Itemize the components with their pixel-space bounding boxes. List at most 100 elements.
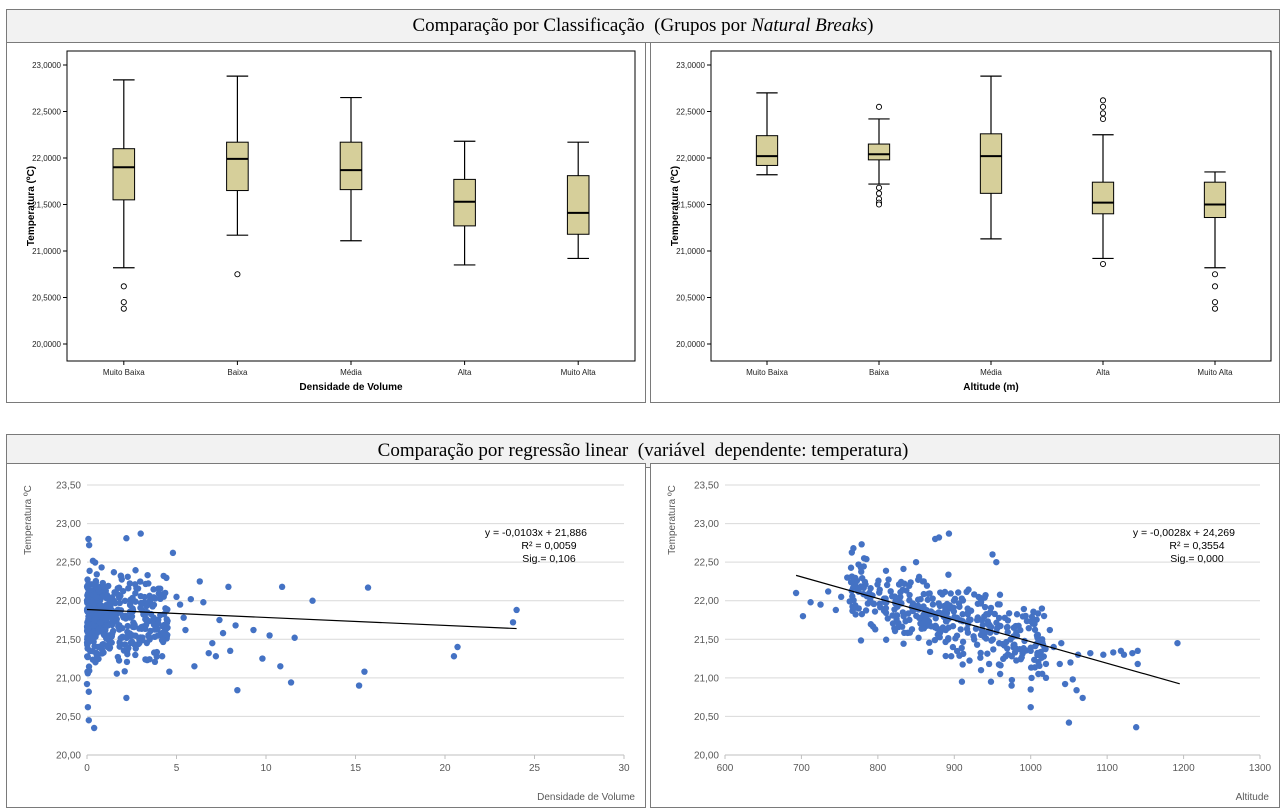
outlier-point	[1211, 271, 1219, 278]
scatter-point	[150, 586, 157, 593]
scatter-point	[996, 591, 1004, 598]
scatter-point	[86, 667, 93, 674]
scatter-point	[929, 595, 936, 602]
scatter-point	[1061, 680, 1069, 688]
scatter-density-chart: 20,00 20,50 21,00 21,50 22,00 22,50 23,00 23,50…	[23, 481, 635, 804]
scatter-point	[86, 567, 93, 575]
scatter-point	[99, 641, 106, 648]
scatter-point	[921, 619, 928, 626]
box-iqr	[979, 133, 1003, 194]
scatter-point	[945, 634, 952, 642]
scatter-point	[920, 590, 927, 598]
scatter-point	[941, 588, 949, 596]
box-iqr	[566, 175, 590, 235]
scatter-point	[955, 600, 963, 607]
scatter-point	[942, 652, 949, 660]
scatter-point	[126, 580, 134, 587]
x-tick-label: Muito Alta	[1197, 368, 1233, 377]
scatter-point	[92, 633, 99, 640]
x-tick-label: Alta	[1096, 368, 1110, 377]
scatter-point	[957, 626, 964, 633]
scatter-point	[847, 564, 855, 571]
scatter-point	[1120, 651, 1128, 658]
scatter-point	[929, 601, 937, 608]
scatter-point	[1046, 626, 1054, 634]
scatter-point	[895, 619, 902, 627]
scatter-point	[176, 601, 184, 608]
scatter-point	[858, 541, 865, 548]
scatter-point	[130, 619, 137, 626]
scatter-point	[915, 576, 922, 583]
scatter-panel-altitude: 20,00 20,50 21,00 21,50 22,00 22,50 23,00 23,50…	[650, 463, 1280, 808]
scatter-point	[1069, 676, 1076, 683]
scatter-point	[143, 616, 150, 624]
scatter-point	[940, 626, 948, 633]
scatter-point	[98, 646, 106, 654]
scatter-point	[981, 629, 988, 637]
scatter-point	[105, 582, 112, 590]
scatter-point	[1027, 664, 1035, 671]
scatter-point	[1036, 662, 1043, 670]
scatter-point	[885, 576, 892, 583]
scatter-point	[849, 593, 856, 600]
x-tick-label: 10	[260, 763, 272, 774]
scatter-point	[860, 584, 867, 592]
scatter-point	[454, 643, 461, 651]
scatter-point	[92, 593, 100, 601]
scatter-point	[92, 613, 99, 620]
outlier-point	[1211, 305, 1219, 312]
scatter-point	[891, 606, 898, 613]
scatter-point	[509, 619, 517, 626]
scatter-point	[108, 614, 115, 621]
boxplot-panel-density: 20,0000 20,5000 21,0000 21,5000 22,0000 22,50…	[6, 42, 646, 403]
scatter-point	[832, 606, 840, 614]
box-iqr	[867, 143, 891, 161]
scatter-point	[876, 600, 883, 608]
scatter-point	[1073, 687, 1080, 694]
scatter-point	[142, 621, 150, 629]
x-tick-label: Baixa	[227, 368, 248, 377]
scatter-point	[920, 578, 927, 585]
x-tick-label: 5	[174, 763, 180, 774]
scatter-point	[1132, 724, 1140, 731]
scatter-point	[119, 587, 127, 595]
scatter-point	[309, 597, 316, 604]
scatter-point	[1039, 670, 1046, 677]
scatter-point	[915, 614, 923, 622]
outlier-point	[875, 201, 883, 208]
x-tick-label: 1000	[1020, 763, 1043, 774]
y-tick-label: 22,50	[56, 558, 81, 569]
box-iqr	[226, 141, 249, 192]
outlier-point	[120, 283, 127, 290]
y-tick-label: 21,5000	[676, 201, 705, 210]
outlier-point	[1099, 110, 1107, 117]
scatter-point	[145, 631, 152, 639]
scatter-point	[792, 589, 800, 597]
scatter-point	[123, 658, 131, 666]
scatter-point	[867, 597, 874, 604]
x-tick-label: 20	[439, 763, 451, 774]
scatter-point	[132, 651, 139, 659]
scatter-point	[143, 639, 151, 647]
scatter-point	[145, 580, 152, 587]
x-tick-label: Alta	[458, 368, 472, 377]
scatter-point	[225, 583, 232, 591]
scatter-point	[882, 567, 890, 574]
scatter-point	[977, 649, 984, 657]
scatter-point	[85, 717, 92, 724]
x-tick-label: 0	[84, 763, 90, 774]
y-tick-label: 23,50	[56, 481, 81, 492]
scatter-point	[118, 576, 125, 583]
scatter-point	[855, 584, 862, 592]
y-tick-label: 21,5000	[32, 201, 61, 210]
scatter-point	[1040, 612, 1048, 620]
y-tick-label: 23,0000	[676, 61, 705, 70]
scatter-point	[1023, 617, 1031, 625]
outlier-point	[1099, 115, 1107, 122]
scatter-point	[219, 629, 227, 637]
scatter-point	[157, 591, 164, 599]
y-tick-label: 21,0000	[32, 247, 61, 256]
scatter-point	[151, 633, 158, 641]
scatter-point	[126, 601, 134, 609]
y-tick-label: 20,0000	[676, 340, 705, 349]
